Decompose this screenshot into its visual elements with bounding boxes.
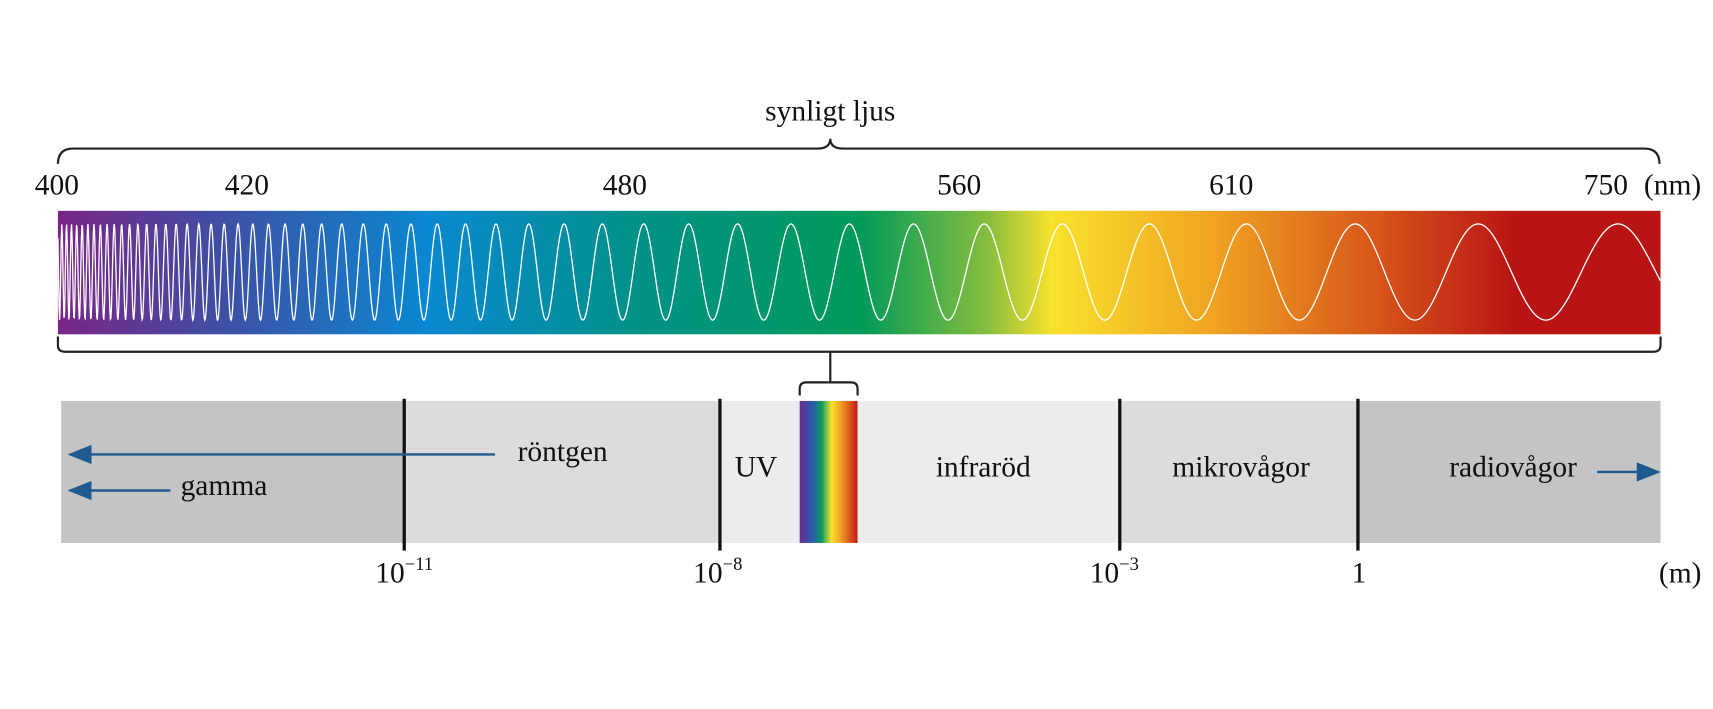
m-label-exponent: −8: [723, 554, 743, 575]
nm-label: 610: [1209, 170, 1253, 202]
region-label: radiovågor: [1449, 452, 1577, 484]
m-label: 1: [1352, 557, 1367, 589]
nm-label: 400: [35, 170, 79, 202]
bottom-brace: [56, 336, 1662, 396]
m-label-base: 10: [693, 557, 722, 589]
region-microwave: [1119, 400, 1358, 543]
nm-scale: 400 420 480 560 610 750 (nm): [35, 170, 1702, 202]
nm-label: 560: [937, 170, 981, 202]
m-label-base: 10: [375, 557, 404, 589]
m-label: 10−8: [693, 554, 742, 589]
nm-label: 750: [1584, 170, 1628, 202]
m-label-base: 10: [1090, 557, 1119, 589]
region-infrared: [857, 400, 1120, 543]
em-band: gamma röntgen UV infraröd mikrovågor rad…: [61, 398, 1661, 551]
region-label: gamma: [181, 470, 268, 502]
m-unit: (m): [1659, 557, 1702, 589]
wave: [57, 221, 1662, 323]
m-scale: 10−11 10−8 10−3 1 (m): [375, 554, 1701, 589]
region-label: mikrovågor: [1172, 452, 1310, 484]
region-label: infraröd: [936, 452, 1031, 484]
m-label-exponent: −3: [1119, 554, 1139, 575]
region-uv: [719, 400, 800, 543]
top-brace: [56, 138, 1661, 164]
nm-label: 480: [603, 170, 647, 202]
title: synligt ljus: [765, 95, 895, 127]
m-label-base: 1: [1352, 557, 1367, 589]
region-label: röntgen: [518, 436, 608, 468]
nm-unit: (nm): [1644, 170, 1701, 202]
m-label-exponent: −11: [405, 554, 433, 575]
m-label: 10−3: [1090, 554, 1139, 589]
nm-label: 420: [225, 170, 269, 202]
region-visible: [799, 400, 858, 543]
region-label: UV: [735, 452, 778, 484]
visible-spectrum: [57, 210, 1661, 335]
m-label: 10−11: [375, 554, 433, 589]
region-xray: [404, 400, 720, 543]
region-gamma: [61, 400, 405, 543]
